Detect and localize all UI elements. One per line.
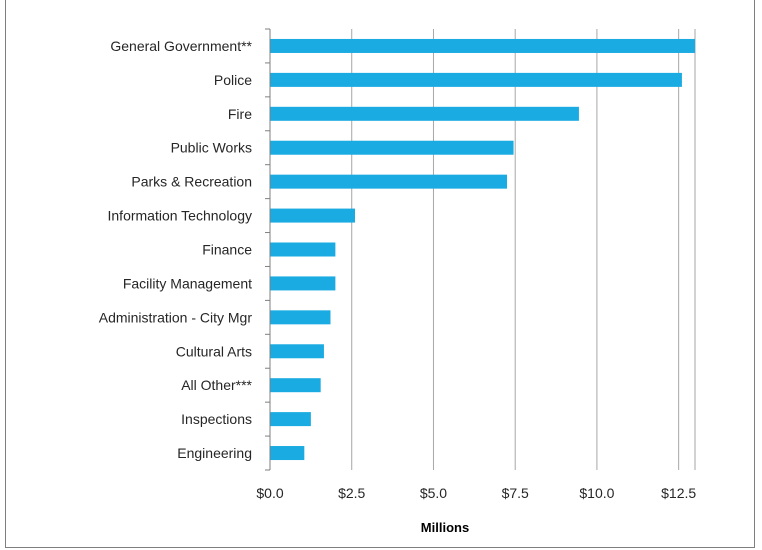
axes [265, 28, 271, 471]
bar [270, 72, 682, 87]
bar [270, 412, 311, 427]
gridlines [351, 29, 696, 470]
category-label: Facility Management [123, 275, 252, 291]
category-label: Police [214, 72, 252, 88]
x-tick-label: $0.0 [256, 485, 283, 501]
x-axis-title: Millions [421, 520, 469, 535]
bar [270, 242, 336, 257]
category-label: All Other*** [181, 377, 252, 393]
x-tick-labels: $0.0 $2.5 $5.0 $7.5 $10.0 $12.5 [256, 485, 696, 501]
bar [270, 38, 695, 53]
category-label: Inspections [181, 411, 252, 427]
bar [270, 378, 321, 393]
chart-frame: General Government** Police Fire Public Wor… [5, 0, 755, 548]
category-label: General Government** [110, 38, 252, 54]
bars [270, 38, 695, 461]
x-tick-label: $12.5 [661, 485, 696, 501]
bar [270, 140, 514, 155]
category-labels: General Government** Police Fire Public Wor… [99, 38, 253, 461]
category-label: Finance [202, 242, 252, 258]
x-tick-label: $7.5 [502, 485, 529, 501]
x-tick-label: $10.0 [579, 485, 614, 501]
x-tick-label: $5.0 [420, 485, 447, 501]
bar [270, 208, 355, 223]
category-label: Engineering [177, 445, 252, 461]
bar [270, 344, 324, 359]
category-label: Public Works [171, 140, 252, 156]
category-label: Cultural Arts [176, 343, 252, 359]
bar [270, 174, 508, 189]
bar [270, 446, 305, 461]
category-label: Administration - City Mgr [99, 309, 253, 325]
bar [270, 276, 336, 291]
category-label: Parks & Recreation [131, 174, 252, 190]
category-label: Information Technology [108, 208, 253, 224]
category-label: Fire [228, 106, 252, 122]
bar [270, 310, 331, 325]
bar [270, 106, 579, 121]
x-tick-label: $2.5 [338, 485, 365, 501]
bar-chart: General Government** Police Fire Public Wor… [99, 28, 696, 535]
